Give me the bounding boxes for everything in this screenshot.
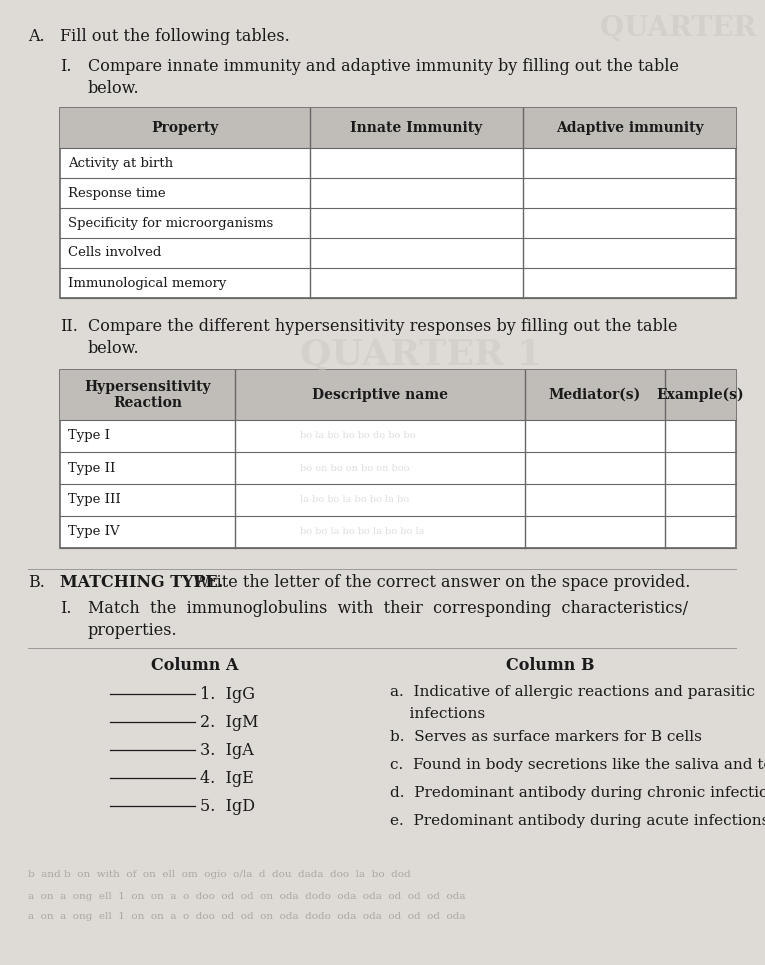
- Text: I.: I.: [60, 600, 71, 617]
- Text: Activity at birth: Activity at birth: [68, 156, 173, 170]
- Text: Immunological memory: Immunological memory: [68, 277, 226, 290]
- Text: Property: Property: [151, 121, 219, 135]
- Bar: [60, 108, 736, 298]
- Text: Column A: Column A: [151, 657, 239, 674]
- Text: bo on bo on bo on boo: bo on bo on bo on boo: [300, 463, 409, 473]
- Text: II.: II.: [60, 318, 78, 335]
- Bar: [60, 370, 736, 548]
- Text: a  on  a  ong  ell  1  on  on  a  o  doo  od  od  on  oda  dodo  oda  oda  od  o: a on a ong ell 1 on on a o doo od od on …: [28, 912, 465, 921]
- Text: Compare the different hypersensitivity responses by filling out the table: Compare the different hypersensitivity r…: [88, 318, 678, 335]
- Text: 3.  IgA: 3. IgA: [200, 742, 254, 759]
- Text: Innate Immunity: Innate Immunity: [350, 121, 483, 135]
- Text: below.: below.: [88, 340, 140, 357]
- Text: infections: infections: [390, 707, 485, 721]
- Text: below.: below.: [88, 80, 140, 97]
- Text: a  on  a  ong  ell  1  on  on  a  o  doo  od  od  on  oda  dodo  oda  oda  od  o: a on a ong ell 1 on on a o doo od od on …: [28, 892, 465, 901]
- Text: Write the letter of the correct answer on the space provided.: Write the letter of the correct answer o…: [188, 574, 690, 591]
- Text: 4.  IgE: 4. IgE: [200, 770, 254, 787]
- Text: a.  Indicative of allergic reactions and parasitic: a. Indicative of allergic reactions and …: [390, 685, 755, 699]
- Text: properties.: properties.: [88, 622, 177, 639]
- Text: Specificity for microorganisms: Specificity for microorganisms: [68, 216, 273, 230]
- Text: Column B: Column B: [506, 657, 594, 674]
- Text: b  and b  on  with  of  on  ell  om  ogio  o/la  d  dou  dada  doo  la  bo  dod: b and b on with of on ell om ogio o/la d…: [28, 870, 411, 879]
- Text: 5.  IgD: 5. IgD: [200, 798, 255, 815]
- Text: Type II: Type II: [68, 461, 116, 475]
- Text: Response time: Response time: [68, 186, 166, 200]
- Bar: [60, 108, 736, 148]
- Text: la bo bo la bo bo la bo: la bo bo la bo bo la bo: [300, 495, 409, 505]
- Text: 1.  IgG: 1. IgG: [200, 686, 255, 703]
- Text: Type III: Type III: [68, 493, 121, 507]
- Text: I.: I.: [60, 58, 71, 75]
- Text: Type I: Type I: [68, 429, 110, 443]
- Text: Adaptive immunity: Adaptive immunity: [555, 121, 703, 135]
- Text: Example(s): Example(s): [656, 388, 744, 402]
- Text: A.: A.: [28, 28, 44, 45]
- Text: Type IV: Type IV: [68, 526, 119, 538]
- Text: c.  Found in body secretions like the saliva and tears: c. Found in body secretions like the sal…: [390, 758, 765, 772]
- Text: Match  the  immunoglobulins  with  their  corresponding  characteristics/: Match the immunoglobulins with their cor…: [88, 600, 688, 617]
- Text: bo la bo bo bo do bo bo: bo la bo bo bo do bo bo: [300, 431, 415, 440]
- Bar: [60, 370, 736, 420]
- Text: Cells involved: Cells involved: [68, 246, 161, 260]
- Text: Descriptive name: Descriptive name: [312, 388, 448, 402]
- Text: Fill out the following tables.: Fill out the following tables.: [60, 28, 290, 45]
- Text: Mediator(s): Mediator(s): [549, 388, 641, 402]
- Text: QUARTER 1: QUARTER 1: [600, 15, 765, 42]
- Text: bo bo la bo bo la bo bo la: bo bo la bo bo la bo bo la: [300, 528, 425, 537]
- Text: Compare innate immunity and adaptive immunity by filling out the table: Compare innate immunity and adaptive imm…: [88, 58, 679, 75]
- Text: Hypersensitivity
Reaction: Hypersensitivity Reaction: [84, 380, 211, 410]
- Text: b.  Serves as surface markers for B cells: b. Serves as surface markers for B cells: [390, 730, 702, 744]
- Text: d.  Predominant antibody during chronic infections: d. Predominant antibody during chronic i…: [390, 786, 765, 800]
- Text: 2.  IgM: 2. IgM: [200, 714, 259, 731]
- Text: MATCHING TYPE.: MATCHING TYPE.: [60, 574, 223, 591]
- Text: QUARTER 1: QUARTER 1: [300, 338, 542, 372]
- Text: B.: B.: [28, 574, 45, 591]
- Text: e.  Predominant antibody during acute infections: e. Predominant antibody during acute inf…: [390, 814, 765, 828]
